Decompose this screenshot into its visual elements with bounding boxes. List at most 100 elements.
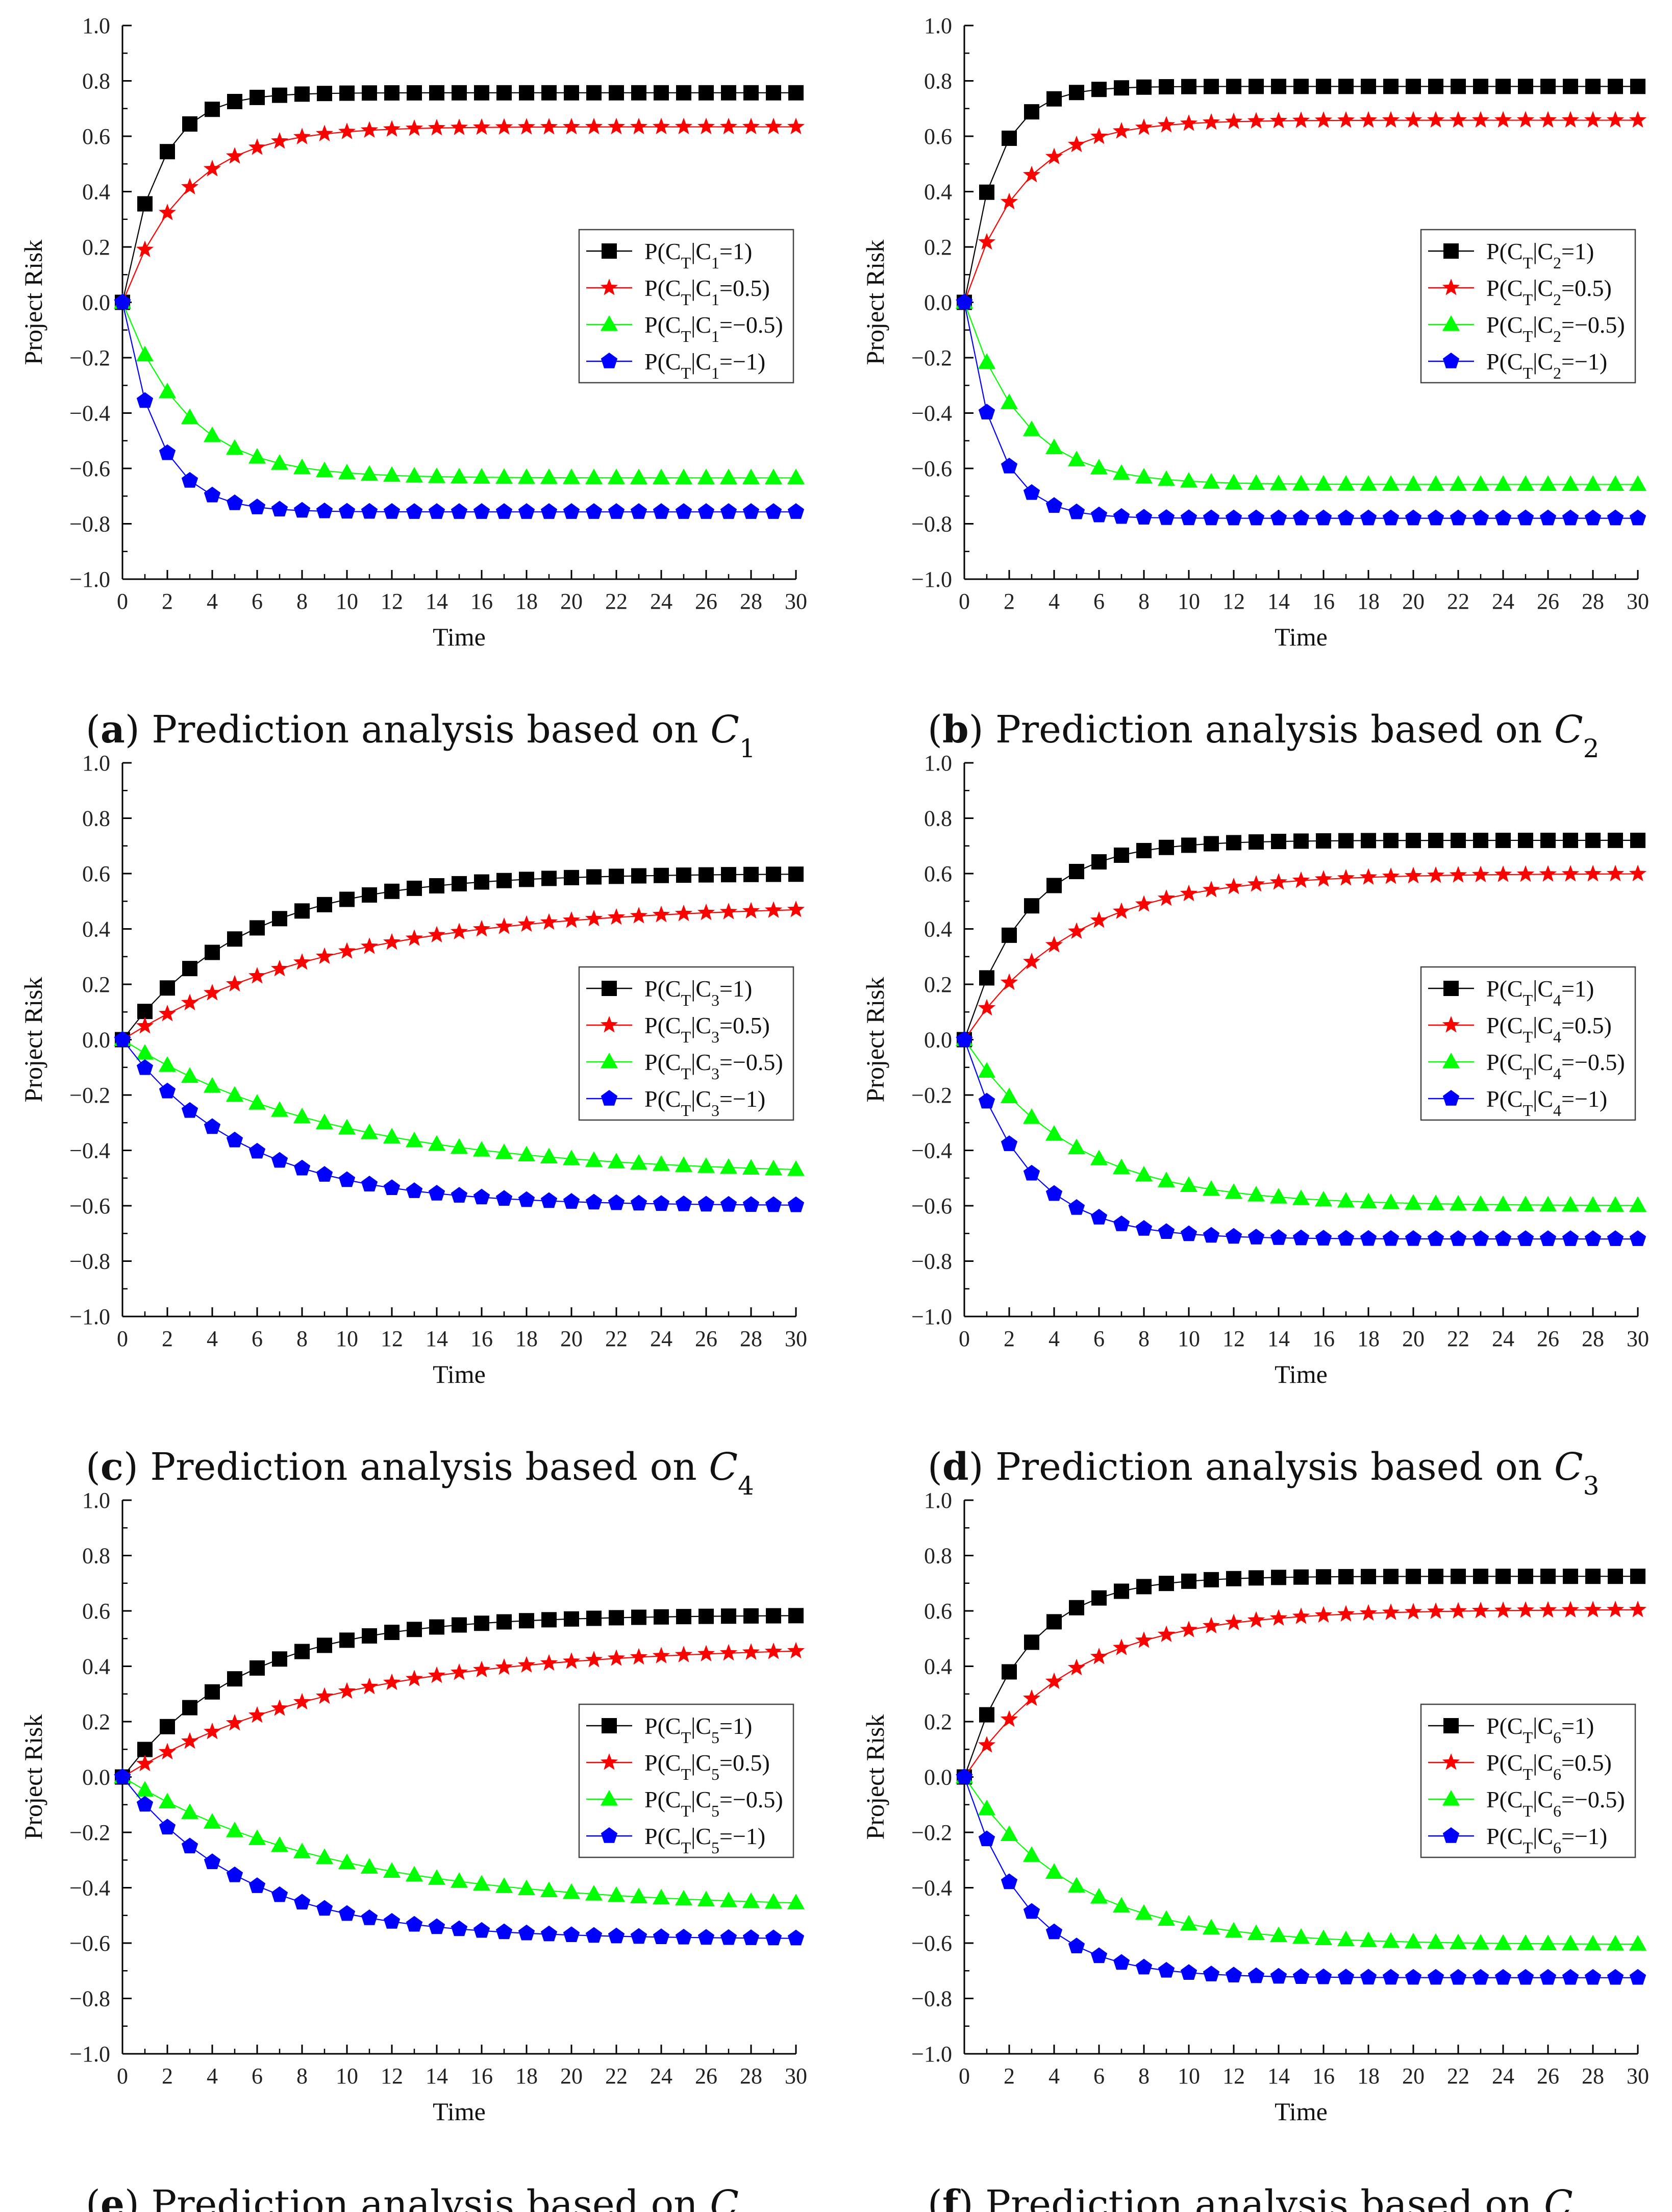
data-point <box>1090 506 1108 523</box>
data-point <box>1293 833 1309 849</box>
x-tick-label: 0 <box>959 589 970 614</box>
x-tick-label: 0 <box>959 2064 970 2089</box>
y-tick-label: 0.8 <box>82 1544 110 1569</box>
data-point <box>293 1107 311 1124</box>
data-point <box>1585 79 1601 94</box>
data-point <box>473 1922 490 1938</box>
x-tick-label: 30 <box>785 1326 807 1351</box>
data-point <box>360 1677 379 1695</box>
data-point <box>338 1682 356 1699</box>
data-point <box>1180 1621 1198 1637</box>
data-point <box>720 1196 737 1212</box>
data-point <box>450 1138 468 1154</box>
series-2 <box>113 293 805 485</box>
data-point <box>1045 1672 1063 1689</box>
data-point <box>1315 1230 1332 1246</box>
data-point <box>1225 509 1242 526</box>
data-point <box>136 1044 154 1060</box>
data-point <box>1269 1609 1288 1626</box>
data-point <box>541 85 557 101</box>
data-point <box>204 1853 221 1870</box>
data-point <box>676 867 691 883</box>
data-point <box>1269 1926 1288 1943</box>
data-point <box>517 1656 536 1673</box>
data-point <box>1136 1579 1152 1595</box>
data-point <box>1473 832 1488 848</box>
y-tick-label: 0.0 <box>82 1028 110 1053</box>
series-3 <box>956 1031 1646 1246</box>
data-point <box>1584 475 1602 491</box>
data-point <box>630 503 647 519</box>
data-point <box>1337 1605 1355 1622</box>
data-point <box>270 1836 289 1852</box>
data-point <box>1067 135 1086 153</box>
data-point <box>249 920 265 936</box>
data-point <box>1181 79 1196 94</box>
data-point <box>540 117 558 135</box>
data-point <box>1135 509 1153 525</box>
y-tick-label: 0.6 <box>924 124 952 149</box>
x-tick-label: 6 <box>252 1326 263 1351</box>
data-point <box>1630 1569 1645 1584</box>
legend-marker <box>600 1790 618 1806</box>
data-point <box>1359 1192 1378 1209</box>
data-point <box>1404 1194 1423 1210</box>
data-point <box>1157 470 1176 486</box>
data-point <box>249 1660 265 1676</box>
data-point <box>181 178 199 195</box>
data-point <box>360 465 379 481</box>
data-point <box>1249 1570 1264 1586</box>
x-axis-title: Time <box>1275 623 1328 651</box>
data-point <box>1359 111 1378 128</box>
data-point <box>1225 1922 1243 1938</box>
data-point <box>361 1176 378 1191</box>
data-point <box>1113 1954 1130 1970</box>
data-point <box>1584 1230 1602 1246</box>
series-1 <box>955 111 1647 310</box>
legend-marker <box>602 981 617 996</box>
data-point <box>1359 475 1378 491</box>
data-point <box>226 1866 243 1882</box>
series-1 <box>113 1642 805 1785</box>
data-point <box>271 1152 288 1168</box>
legend-marker <box>1442 1090 1460 1106</box>
data-point <box>1158 1961 1175 1978</box>
y-axis-title: Project Risk <box>19 1714 47 1840</box>
data-point <box>1338 79 1354 94</box>
x-axis-title: Time <box>1275 2097 1328 2126</box>
data-point <box>293 128 311 144</box>
data-point <box>1157 116 1176 133</box>
data-point <box>1606 475 1625 491</box>
data-point <box>1360 1969 1377 1985</box>
data-point <box>338 942 356 959</box>
data-point <box>429 85 444 101</box>
y-tick-label: 0.8 <box>924 1544 952 1569</box>
data-point <box>1136 842 1152 858</box>
y-tick-label: −0.8 <box>911 512 952 537</box>
data-point <box>1607 509 1624 526</box>
data-point <box>956 1768 973 1784</box>
x-tick-label: 8 <box>296 1326 308 1351</box>
data-point <box>1046 1614 1062 1630</box>
data-point <box>1494 1195 1512 1211</box>
data-point <box>114 293 131 310</box>
data-point <box>719 1158 738 1174</box>
data-point <box>1023 1903 1040 1919</box>
y-tick-label: 0.8 <box>924 69 952 94</box>
y-tick-label: 0.6 <box>82 124 110 149</box>
y-tick-label: 1.0 <box>82 13 110 38</box>
data-point <box>1539 111 1557 128</box>
y-tick-label: −0.6 <box>69 1931 110 1956</box>
x-tick-label: 24 <box>1492 1326 1514 1351</box>
data-point <box>294 1644 310 1659</box>
data-point <box>338 1853 356 1869</box>
data-point <box>563 503 580 519</box>
y-tick-label: −0.8 <box>911 1249 952 1274</box>
y-tick-label: 0.4 <box>924 180 952 205</box>
data-point <box>1113 508 1130 524</box>
data-point <box>227 94 242 110</box>
data-point <box>788 1608 804 1624</box>
x-tick-label: 24 <box>650 2064 672 2089</box>
data-point <box>1539 509 1557 526</box>
x-tick-label: 26 <box>695 589 717 614</box>
